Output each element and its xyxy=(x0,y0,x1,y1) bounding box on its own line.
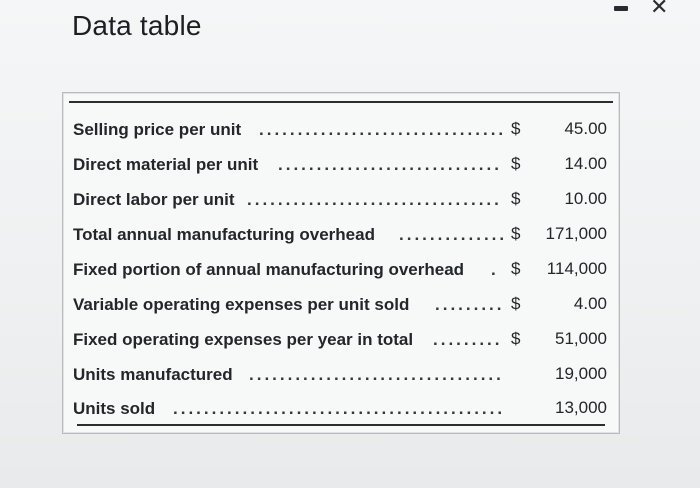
dot-leader: ........................................… xyxy=(247,190,503,209)
row-value: 51,000 xyxy=(555,329,607,348)
table-row: Selling price per unit .................… xyxy=(73,115,609,145)
row-currency: $ xyxy=(511,224,521,243)
minimize-icon[interactable] xyxy=(614,6,628,11)
row-value: 19,000 xyxy=(555,364,607,383)
dot-leader: ........................................… xyxy=(249,365,503,384)
dot-leader: ........................................… xyxy=(259,120,503,139)
row-label: Fixed operating expenses per year in tot… xyxy=(73,330,414,349)
row-label: Direct labor per unit xyxy=(73,190,235,209)
window-title: Data table xyxy=(72,10,202,41)
close-icon[interactable]: ✕ xyxy=(650,0,669,19)
row-label: Direct material per unit xyxy=(73,155,259,174)
table-row: Units sold .............................… xyxy=(73,394,609,424)
dot-leader: ........................................… xyxy=(173,399,503,418)
row-label: Total annual manufacturing overhead xyxy=(73,225,375,244)
row-label: Selling price per unit xyxy=(73,120,242,139)
row-value: 171,000 xyxy=(545,224,607,243)
row-value: 45.00 xyxy=(564,119,607,138)
row-currency: $ xyxy=(511,329,521,348)
table-row: Direct material per unit ...............… xyxy=(73,150,609,180)
dot-leader: ........................................… xyxy=(435,295,503,314)
table-row: Variable operating expenses per unit sol… xyxy=(73,290,609,320)
table-row: Fixed operating expenses per year in tot… xyxy=(73,325,609,355)
table-row: Direct labor per unit ..................… xyxy=(73,185,609,215)
row-value: 13,000 xyxy=(555,398,607,417)
table-row: Fixed portion of annual manufacturing ov… xyxy=(73,255,609,285)
row-currency: $ xyxy=(511,294,521,313)
row-value: 10.00 xyxy=(564,189,607,208)
dot-leader: . xyxy=(491,260,499,279)
row-label: Variable operating expenses per unit sol… xyxy=(73,295,410,314)
row-currency: $ xyxy=(511,154,521,173)
data-table: Selling price per unit .................… xyxy=(62,92,620,434)
row-value: 14.00 xyxy=(564,154,607,173)
row-value: 114,000 xyxy=(546,259,607,278)
dot-leader: ........................................… xyxy=(399,225,503,244)
row-currency: $ xyxy=(511,189,521,208)
table-bottom-rule xyxy=(77,424,605,426)
table-row: Units manufactured .....................… xyxy=(73,360,609,390)
table-row: Total annual manufacturing overhead ....… xyxy=(73,220,609,250)
row-label: Units manufactured xyxy=(73,365,233,384)
row-currency: $ xyxy=(511,119,521,138)
row-label: Units sold xyxy=(73,399,156,418)
dot-leader: ........................................… xyxy=(433,330,503,349)
row-currency: $ xyxy=(511,259,521,278)
row-value: 4.00 xyxy=(573,294,607,313)
table-top-rule xyxy=(69,101,613,103)
dot-leader: ........................................… xyxy=(278,155,503,174)
row-label: Fixed portion of annual manufacturing ov… xyxy=(73,260,465,279)
